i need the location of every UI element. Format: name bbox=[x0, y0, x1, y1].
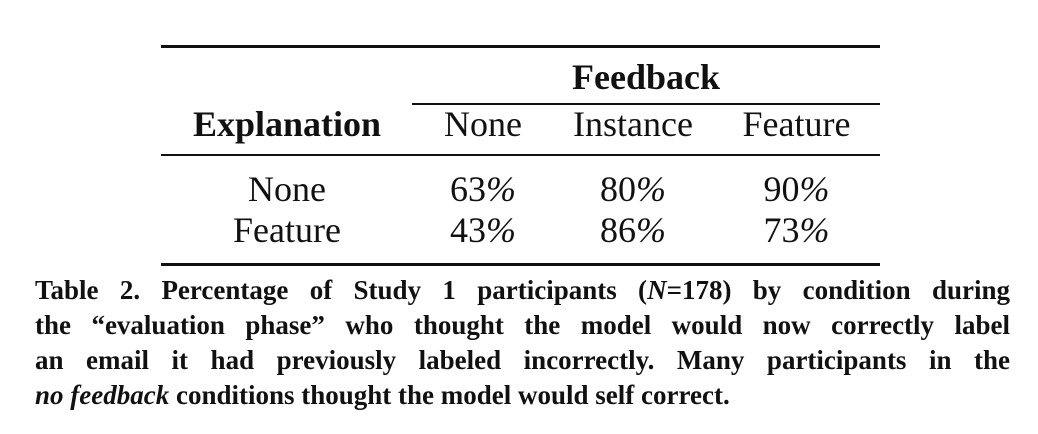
table-bottom-rule bbox=[161, 263, 880, 266]
results-table: Feedback Explanation None Instance Featu… bbox=[161, 45, 880, 267]
table-cell: 80% bbox=[553, 169, 713, 209]
percent-sign: % bbox=[636, 210, 666, 250]
caption-line: no feedback conditions thought the model… bbox=[35, 378, 1010, 413]
caption-text: =178) by condition during bbox=[666, 275, 1011, 305]
row-label-none: None bbox=[248, 169, 326, 209]
table-cell: 90% bbox=[713, 169, 880, 209]
percent-sign: % bbox=[799, 169, 830, 209]
column-header-none: None bbox=[444, 104, 522, 144]
feedback-group-header: Feedback bbox=[572, 57, 720, 97]
cell-value: 86 bbox=[600, 210, 636, 250]
column-header-instance: Instance bbox=[573, 104, 693, 144]
caption-italic-text: no feedback bbox=[35, 380, 170, 410]
table-header-rule bbox=[161, 154, 880, 156]
cell-value: 63 bbox=[450, 169, 486, 209]
percent-sign: % bbox=[799, 210, 830, 250]
caption-line: Table 2. Percentage of Study 1 participa… bbox=[35, 273, 1010, 308]
percent-sign: % bbox=[486, 210, 516, 250]
percent-sign: % bbox=[636, 169, 666, 209]
cell-value: 43 bbox=[450, 210, 486, 250]
cell-value: 90 bbox=[763, 169, 800, 209]
table-cell: 73% bbox=[713, 210, 880, 250]
caption-n-symbol: N bbox=[647, 275, 667, 305]
caption-text: Table 2. Percentage of Study 1 participa… bbox=[35, 275, 648, 305]
table-caption: Table 2. Percentage of Study 1 participa… bbox=[35, 273, 1010, 413]
cell-value: 80 bbox=[600, 169, 636, 209]
explanation-header: Explanation bbox=[192, 104, 382, 144]
row-label-feature: Feature bbox=[233, 210, 341, 250]
table-top-rule bbox=[161, 45, 880, 48]
table-cell: 86% bbox=[553, 210, 713, 250]
feedback-group-underline bbox=[412, 103, 880, 105]
caption-line: the “evaluation phase” who thought the m… bbox=[35, 310, 1010, 340]
table-cell: 63% bbox=[413, 169, 553, 209]
caption-text: conditions thought the model would self … bbox=[169, 380, 730, 410]
caption-line: an email it had previously labeled incor… bbox=[35, 345, 1010, 375]
table-cell: 43% bbox=[413, 210, 553, 250]
cell-value: 73 bbox=[763, 210, 800, 250]
percent-sign: % bbox=[486, 169, 516, 209]
column-header-feature: Feature bbox=[742, 104, 851, 144]
